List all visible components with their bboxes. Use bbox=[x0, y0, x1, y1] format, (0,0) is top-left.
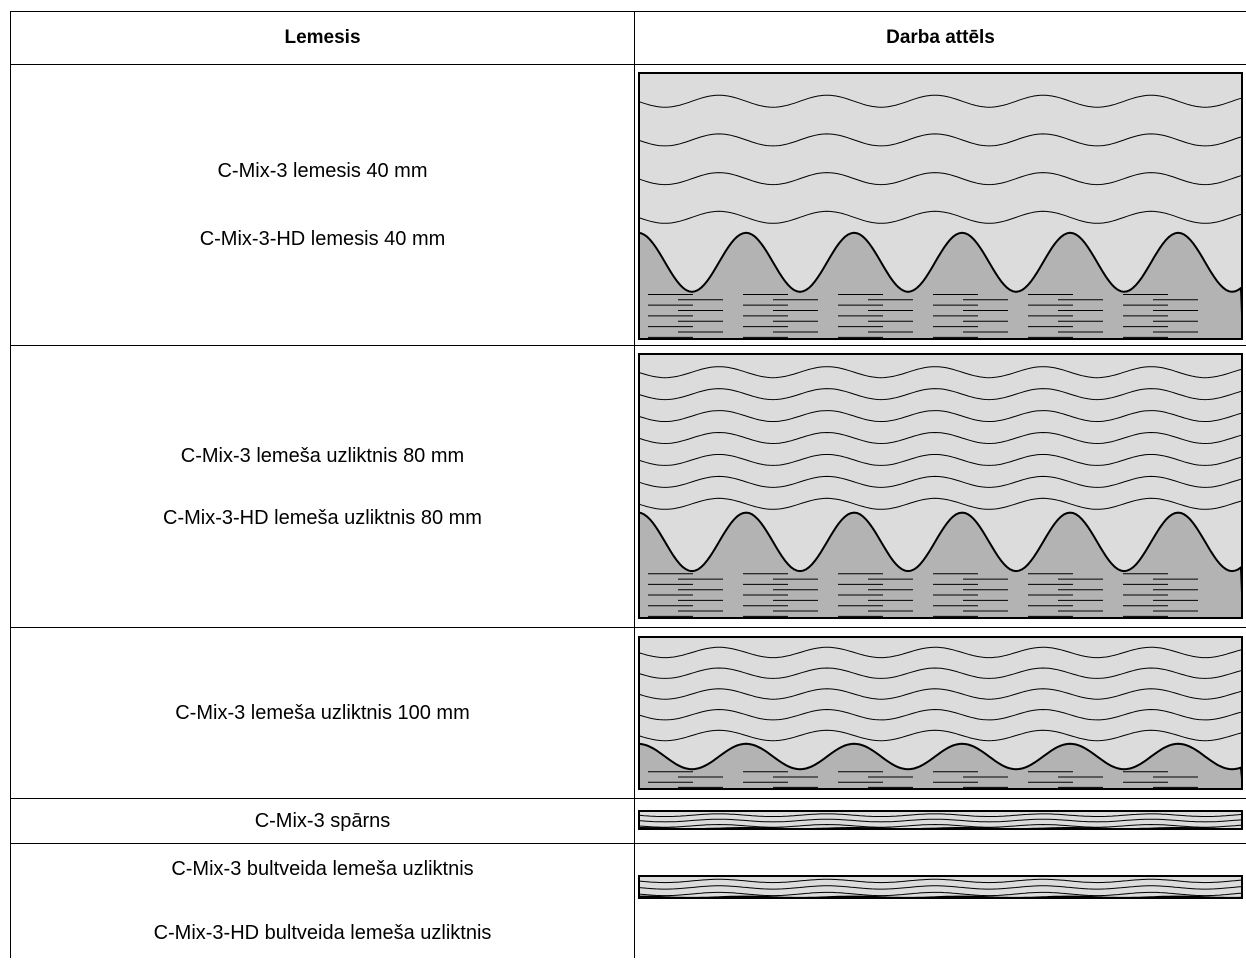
work-pattern-cell bbox=[634, 64, 1246, 346]
table-row: C-Mix-3 lemeša uzliktnis 80 mm C-Mix-3-H… bbox=[10, 345, 1246, 628]
wave-line bbox=[638, 366, 1242, 379]
wave-line bbox=[638, 388, 1242, 401]
wave-line bbox=[638, 454, 1242, 466]
wave-line bbox=[638, 410, 1242, 422]
wave-line bbox=[638, 813, 1242, 817]
pattern-frame bbox=[638, 875, 1243, 899]
wave-line bbox=[638, 729, 1242, 742]
work-pattern-image bbox=[638, 72, 1243, 340]
header-blade: Lemesis bbox=[10, 11, 635, 65]
wave-line bbox=[638, 475, 1242, 488]
wave-line bbox=[638, 891, 1242, 897]
blade-name-cell: C-Mix-3 lemeša uzliktnis 100 mm bbox=[10, 627, 635, 799]
blade-name-cell: C-Mix-3 lemeša uzliktnis 80 mm C-Mix-3-H… bbox=[10, 345, 635, 628]
blade-name: C-Mix-3 spārns bbox=[254, 810, 391, 832]
soil-pattern-svg bbox=[638, 636, 1243, 790]
lower-soil-layer bbox=[638, 511, 1243, 619]
wave-line bbox=[638, 885, 1242, 890]
wave-line bbox=[638, 818, 1242, 823]
header-work-pattern: Darba attēls bbox=[634, 11, 1246, 65]
table-row: C-Mix-3 lemeša uzliktnis 100 mm bbox=[10, 627, 1246, 799]
blade-name-cell: C-Mix-3 spārns bbox=[10, 798, 635, 844]
table-row: C-Mix-3 spārns bbox=[10, 798, 1246, 844]
work-pattern-image bbox=[638, 636, 1243, 790]
pattern-frame bbox=[638, 636, 1243, 790]
soil-pattern-svg bbox=[638, 72, 1243, 340]
wave-line bbox=[638, 133, 1242, 147]
soil-pattern-svg bbox=[638, 353, 1243, 619]
work-pattern-image bbox=[638, 353, 1243, 619]
blade-name: C-Mix-3-HD lemeša uzliktnis 80 mm bbox=[163, 506, 482, 529]
blade-name: C-Mix-3 lemeša uzliktnis 100 mm bbox=[175, 702, 470, 724]
blade-name: C-Mix-3 lemeša uzliktnis 80 mm bbox=[180, 444, 465, 467]
table-row: C-Mix-3 bultveida lemeša uzliktnis C-Mix… bbox=[10, 843, 1246, 958]
wave-line bbox=[638, 172, 1242, 186]
work-pattern-cell bbox=[634, 345, 1246, 628]
blade-name-cell: C-Mix-3 lemesis 40 mm C-Mix-3-HD lemesis… bbox=[10, 64, 635, 346]
wave-line bbox=[638, 210, 1242, 224]
blade-name-cell: C-Mix-3 bultveida lemeša uzliktnis C-Mix… bbox=[10, 843, 635, 958]
wave-line bbox=[638, 431, 1242, 445]
soil-pattern-svg bbox=[638, 810, 1243, 830]
pattern-frame bbox=[638, 72, 1243, 340]
blade-name: C-Mix-3 bultveida lemeša uzliktnis bbox=[171, 858, 474, 880]
lower-soil-layer bbox=[638, 742, 1243, 790]
work-pattern-cell bbox=[634, 627, 1246, 799]
pattern-frame bbox=[638, 810, 1243, 830]
wave-line bbox=[638, 708, 1242, 721]
wave-line bbox=[638, 94, 1242, 108]
blade-name: C-Mix-3-HD bultveida lemeša uzliktnis bbox=[153, 922, 492, 944]
blade-name: C-Mix-3 lemesis 40 mm bbox=[217, 160, 428, 182]
work-pattern-image bbox=[638, 875, 1243, 899]
wave-line bbox=[638, 646, 1242, 659]
blade-name: C-Mix-3-HD lemesis 40 mm bbox=[199, 228, 446, 250]
lower-soil-layer bbox=[638, 231, 1243, 340]
wave-line bbox=[638, 688, 1242, 700]
upper-soil-layer bbox=[638, 810, 1243, 830]
work-pattern-cell bbox=[634, 843, 1246, 958]
table-row: C-Mix-3 lemesis 40 mm C-Mix-3-HD lemesis… bbox=[10, 64, 1246, 346]
soil-pattern-svg bbox=[638, 875, 1243, 899]
header-row: Lemesis Darba attēls bbox=[10, 11, 1246, 65]
wave-line bbox=[638, 497, 1242, 510]
blade-pattern-table: Lemesis Darba attēls C-Mix-3 lemesis 40 … bbox=[10, 11, 1246, 958]
work-pattern-image bbox=[638, 810, 1243, 830]
work-pattern-cell bbox=[634, 798, 1246, 844]
wave-line bbox=[638, 823, 1242, 828]
upper-soil-layer bbox=[638, 875, 1243, 899]
wave-line bbox=[638, 878, 1242, 884]
pattern-frame bbox=[638, 353, 1243, 619]
wave-line bbox=[638, 667, 1242, 679]
